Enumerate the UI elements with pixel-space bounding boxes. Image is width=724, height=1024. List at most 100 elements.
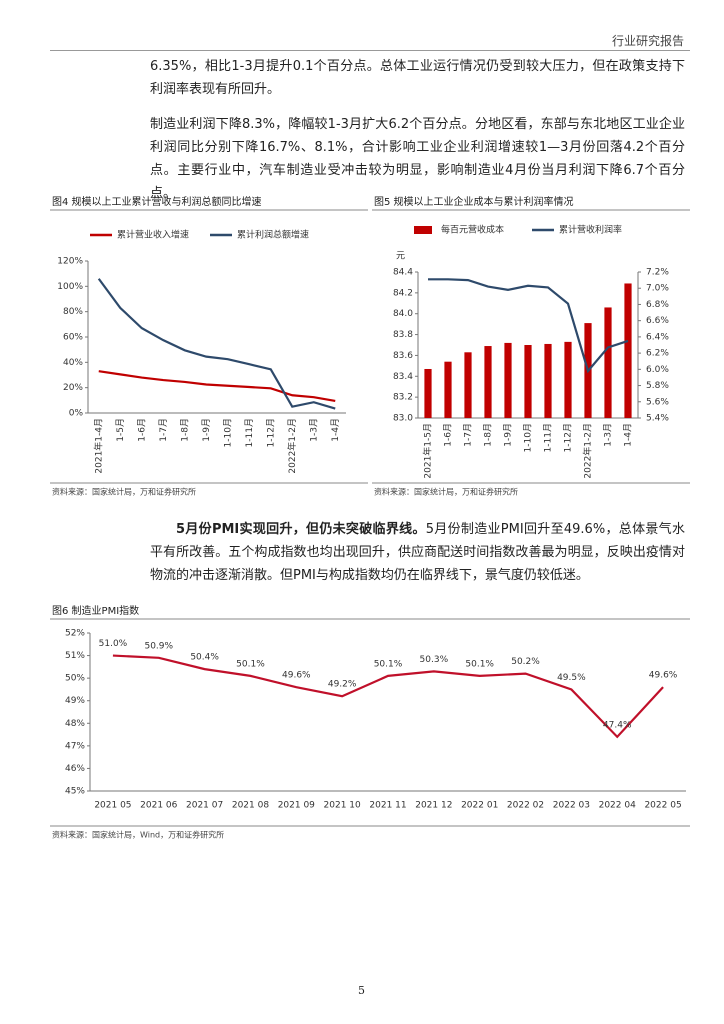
header-title: 行业研究报告 [611, 34, 684, 48]
figure-source: 资料来源：国家统计局，万和证券研究所 [374, 487, 518, 497]
figure-title: 图5 规模以上工业企业成本与累计利润率情况 [374, 195, 574, 208]
data-label: 50.2% [511, 657, 540, 667]
x-tick-label: 2022年1-2月 [582, 423, 594, 479]
y2-tick-label: 6.0% [646, 365, 669, 375]
x-tick-label: 2021年1-5月 [422, 423, 434, 479]
data-label: 50.1% [236, 659, 265, 669]
x-tick-label: 2021 11 [369, 801, 406, 811]
page-number: 5 [358, 984, 365, 997]
data-label: 49.6% [649, 671, 678, 681]
x-tick-label: 1-9月 [201, 418, 212, 442]
figure-title: 图4 规模以上工业累计营收与利润总额同比增速 [52, 195, 262, 208]
y-tick-label: 0% [69, 409, 84, 419]
y2-tick-label: 6.2% [646, 349, 669, 359]
data-label: 50.1% [465, 659, 494, 669]
header-rule [50, 50, 690, 51]
bar [544, 343, 552, 418]
line-series [97, 278, 336, 410]
x-tick-label: 2022 01 [461, 801, 498, 811]
data-label: 47.4% [603, 720, 632, 730]
paragraph-text: 5月份制造业PMI回升至49.6%，总体景气水平有所改善。五个构成指数也均出现回… [150, 522, 685, 583]
y-tick-label: 52% [65, 629, 85, 639]
bar [464, 352, 472, 418]
line-series [428, 278, 629, 374]
y-tick-label: 47% [65, 741, 85, 751]
x-tick-label: 2021 09 [278, 801, 315, 811]
x-tick-label: 1-9月 [503, 423, 514, 447]
y-tick-label: 48% [65, 719, 85, 729]
y2-tick-label: 6.8% [646, 300, 669, 310]
paragraph: 制造业利润下降8.3%，降幅较1-3月扩大6.2个百分点。分地区看，东部与东北地… [150, 117, 685, 201]
bar [604, 307, 612, 418]
paragraph: 5月份PMI实现回升，但仍未突破临界线。5月份制造业PMI回升至49.6%，总体… [150, 518, 685, 587]
y-tick-label: 80% [63, 307, 83, 317]
x-tick-label: 1-3月 [603, 423, 614, 447]
bar [524, 345, 532, 418]
x-tick-label: 2021 08 [232, 801, 269, 811]
y-tick-label: 45% [65, 787, 85, 797]
y-tick-label: 84.4 [393, 268, 413, 278]
y2-tick-label: 5.4% [646, 414, 669, 424]
bar [424, 368, 432, 418]
y-tick-label: 60% [63, 333, 83, 343]
x-tick-label: 1-11月 [543, 423, 554, 452]
figure: 图4 规模以上工业累计营收与利润总额同比增速资料来源：国家统计局，万和证券研究所… [50, 195, 368, 497]
y-axis-label: 元 [396, 252, 405, 262]
y-tick-label: 84.0 [393, 309, 413, 319]
x-tick-label: 2021 12 [415, 801, 452, 811]
x-tick-label: 1-10月 [523, 423, 534, 452]
y-tick-label: 51% [65, 651, 85, 661]
y-tick-label: 84.2 [393, 288, 413, 298]
y-tick-label: 83.0 [393, 414, 413, 424]
x-tick-label: 1-11月 [244, 418, 255, 447]
x-tick-label: 2022 04 [599, 801, 636, 811]
y-tick-label: 83.6 [393, 351, 413, 361]
y-tick-label: 50% [65, 674, 85, 684]
x-tick-label: 1-6月 [136, 418, 147, 442]
y2-tick-label: 7.2% [646, 268, 669, 278]
x-tick-label: 1-7月 [158, 418, 169, 442]
legend-swatch [414, 226, 432, 234]
x-tick-label: 2022 03 [553, 801, 590, 811]
y-tick-label: 120% [57, 257, 83, 267]
data-label: 49.5% [557, 673, 586, 683]
x-tick-label: 1-12月 [563, 423, 574, 452]
x-tick-label: 2021年1-4月 [92, 418, 104, 474]
x-tick-label: 2021 06 [140, 801, 177, 811]
x-tick-label: 1-8月 [179, 418, 190, 442]
x-tick-label: 1-4月 [623, 423, 634, 447]
data-label: 50.3% [420, 655, 449, 665]
legend-label: 累计营业收入增速 [117, 229, 189, 241]
figure-source: 资料来源：国家统计局，Wind，万和证券研究所 [52, 830, 224, 840]
x-tick-label: 2021 10 [324, 801, 361, 811]
y2-tick-label: 6.6% [646, 316, 669, 326]
y-tick-label: 83.8 [393, 330, 413, 340]
x-tick-label: 2022 02 [507, 801, 544, 811]
line-series [112, 654, 664, 739]
figure-title: 图6 制造业PMI指数 [52, 604, 139, 617]
x-tick-label: 1-4月 [330, 418, 341, 442]
y-tick-label: 20% [63, 383, 83, 393]
y-tick-label: 49% [65, 696, 85, 706]
x-tick-label: 2022年1-2月 [286, 418, 298, 474]
data-label: 51.0% [99, 639, 128, 649]
legend-label: 每百元营收成本 [441, 224, 504, 236]
y-tick-label: 83.2 [393, 393, 413, 403]
x-tick-label: 1-3月 [308, 418, 319, 442]
x-tick-label: 1-7月 [463, 423, 474, 447]
data-label: 50.4% [190, 653, 219, 663]
x-tick-label: 1-10月 [222, 418, 233, 447]
y2-tick-label: 6.4% [646, 332, 669, 342]
bar [484, 346, 492, 418]
y-tick-label: 100% [57, 282, 83, 292]
bar [624, 283, 632, 418]
x-tick-label: 2021 05 [94, 801, 131, 811]
bar [444, 361, 452, 418]
bar [564, 341, 572, 418]
legend-label: 累计营收利润率 [559, 224, 622, 236]
line-series [98, 370, 336, 403]
x-tick-label: 2022 05 [644, 801, 681, 811]
